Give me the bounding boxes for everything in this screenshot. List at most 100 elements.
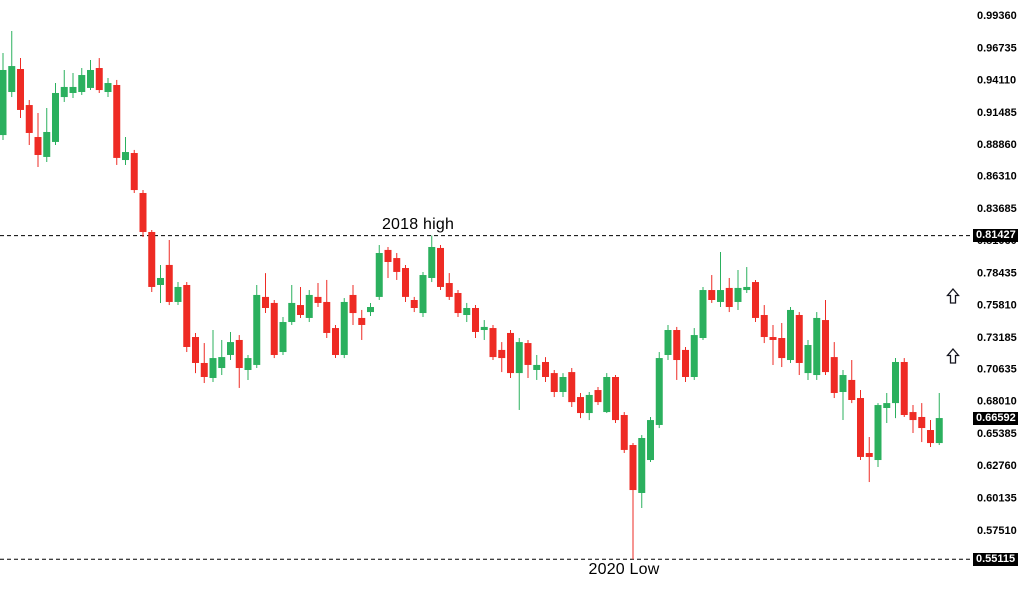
candle xyxy=(174,286,182,302)
candle xyxy=(87,69,94,88)
candle xyxy=(227,342,234,355)
candle xyxy=(25,105,33,133)
candle xyxy=(130,153,138,191)
candle xyxy=(655,358,663,425)
candle xyxy=(428,246,436,278)
candle xyxy=(235,339,243,369)
candle xyxy=(253,294,261,365)
candle xyxy=(69,86,77,93)
candle xyxy=(288,302,296,323)
up-arrow-icon xyxy=(946,287,960,304)
candle xyxy=(367,307,374,313)
price-tick: 0.94110 xyxy=(977,75,1016,87)
candle xyxy=(78,75,86,93)
price-tick: 0.96735 xyxy=(977,42,1017,54)
candle xyxy=(603,376,611,413)
candle xyxy=(209,358,217,378)
price-tick: 0.86310 xyxy=(977,171,1017,183)
candle xyxy=(139,192,147,232)
price-tick: 0.91485 xyxy=(977,107,1017,119)
candle xyxy=(524,343,532,365)
candle xyxy=(157,277,164,285)
price-label-2020-low: 0.55115 xyxy=(973,552,1018,566)
candle xyxy=(332,328,339,355)
candle xyxy=(865,453,873,457)
candle xyxy=(480,326,488,331)
candle xyxy=(594,390,602,403)
candle xyxy=(857,398,864,457)
price-tick: 0.60135 xyxy=(977,492,1017,504)
candle xyxy=(165,264,173,302)
candle xyxy=(585,394,593,414)
candle xyxy=(725,287,733,308)
candle xyxy=(839,375,847,393)
candle xyxy=(822,320,829,373)
candle xyxy=(804,345,812,374)
candle xyxy=(568,372,576,403)
candle xyxy=(95,68,103,91)
candle xyxy=(690,335,698,377)
candle xyxy=(410,300,418,308)
candle xyxy=(918,416,926,429)
price-tick: 0.70635 xyxy=(977,363,1017,375)
candle xyxy=(892,361,899,404)
candle xyxy=(402,268,409,297)
candle xyxy=(358,317,366,325)
candle xyxy=(787,309,794,361)
candle xyxy=(900,361,908,416)
candle xyxy=(577,397,584,414)
candle xyxy=(638,438,646,493)
candle xyxy=(489,328,497,358)
candle xyxy=(43,131,51,157)
candle xyxy=(927,430,934,444)
candle xyxy=(752,282,759,318)
candle xyxy=(384,249,392,262)
annotation-2020-low: 2020 Low xyxy=(588,561,660,579)
price-tick: 0.65385 xyxy=(977,428,1017,440)
candle xyxy=(612,376,619,421)
candle xyxy=(647,420,654,461)
candle xyxy=(297,305,304,316)
candle xyxy=(673,330,681,361)
candle xyxy=(349,294,357,314)
price-tick: 0.57510 xyxy=(977,525,1017,537)
up-arrow-icon xyxy=(946,347,960,364)
candle xyxy=(874,405,882,461)
candle xyxy=(883,403,891,408)
candle xyxy=(717,290,724,302)
candle xyxy=(148,231,156,287)
candle xyxy=(734,287,742,302)
price-tick: 0.88860 xyxy=(977,139,1017,151)
candle xyxy=(375,253,383,297)
candle xyxy=(218,357,226,369)
candle xyxy=(909,412,917,421)
candle xyxy=(192,337,199,363)
candle xyxy=(463,307,471,316)
price-tick: 0.75810 xyxy=(977,300,1017,312)
price-tick: 0.83685 xyxy=(977,203,1017,215)
candle xyxy=(104,83,112,93)
candle xyxy=(699,290,707,339)
price-tick: 0.78435 xyxy=(977,267,1017,279)
candle xyxy=(183,284,191,347)
candle xyxy=(244,358,252,370)
candle xyxy=(445,283,453,297)
candle xyxy=(498,349,506,359)
candle xyxy=(340,301,348,355)
candle xyxy=(419,275,427,314)
candle xyxy=(270,302,278,355)
candle xyxy=(708,290,716,300)
candle xyxy=(262,296,269,308)
price-label-current: 0.66592 xyxy=(973,411,1018,425)
candle xyxy=(122,152,129,161)
price-tick: 0.68010 xyxy=(977,396,1017,408)
price-tick: 0.62760 xyxy=(977,460,1017,472)
candle xyxy=(559,376,567,393)
candle xyxy=(515,342,523,374)
candle xyxy=(769,337,777,340)
candle xyxy=(8,66,16,93)
price-label-2018-high: 0.81427 xyxy=(973,229,1018,243)
candle xyxy=(830,357,838,393)
